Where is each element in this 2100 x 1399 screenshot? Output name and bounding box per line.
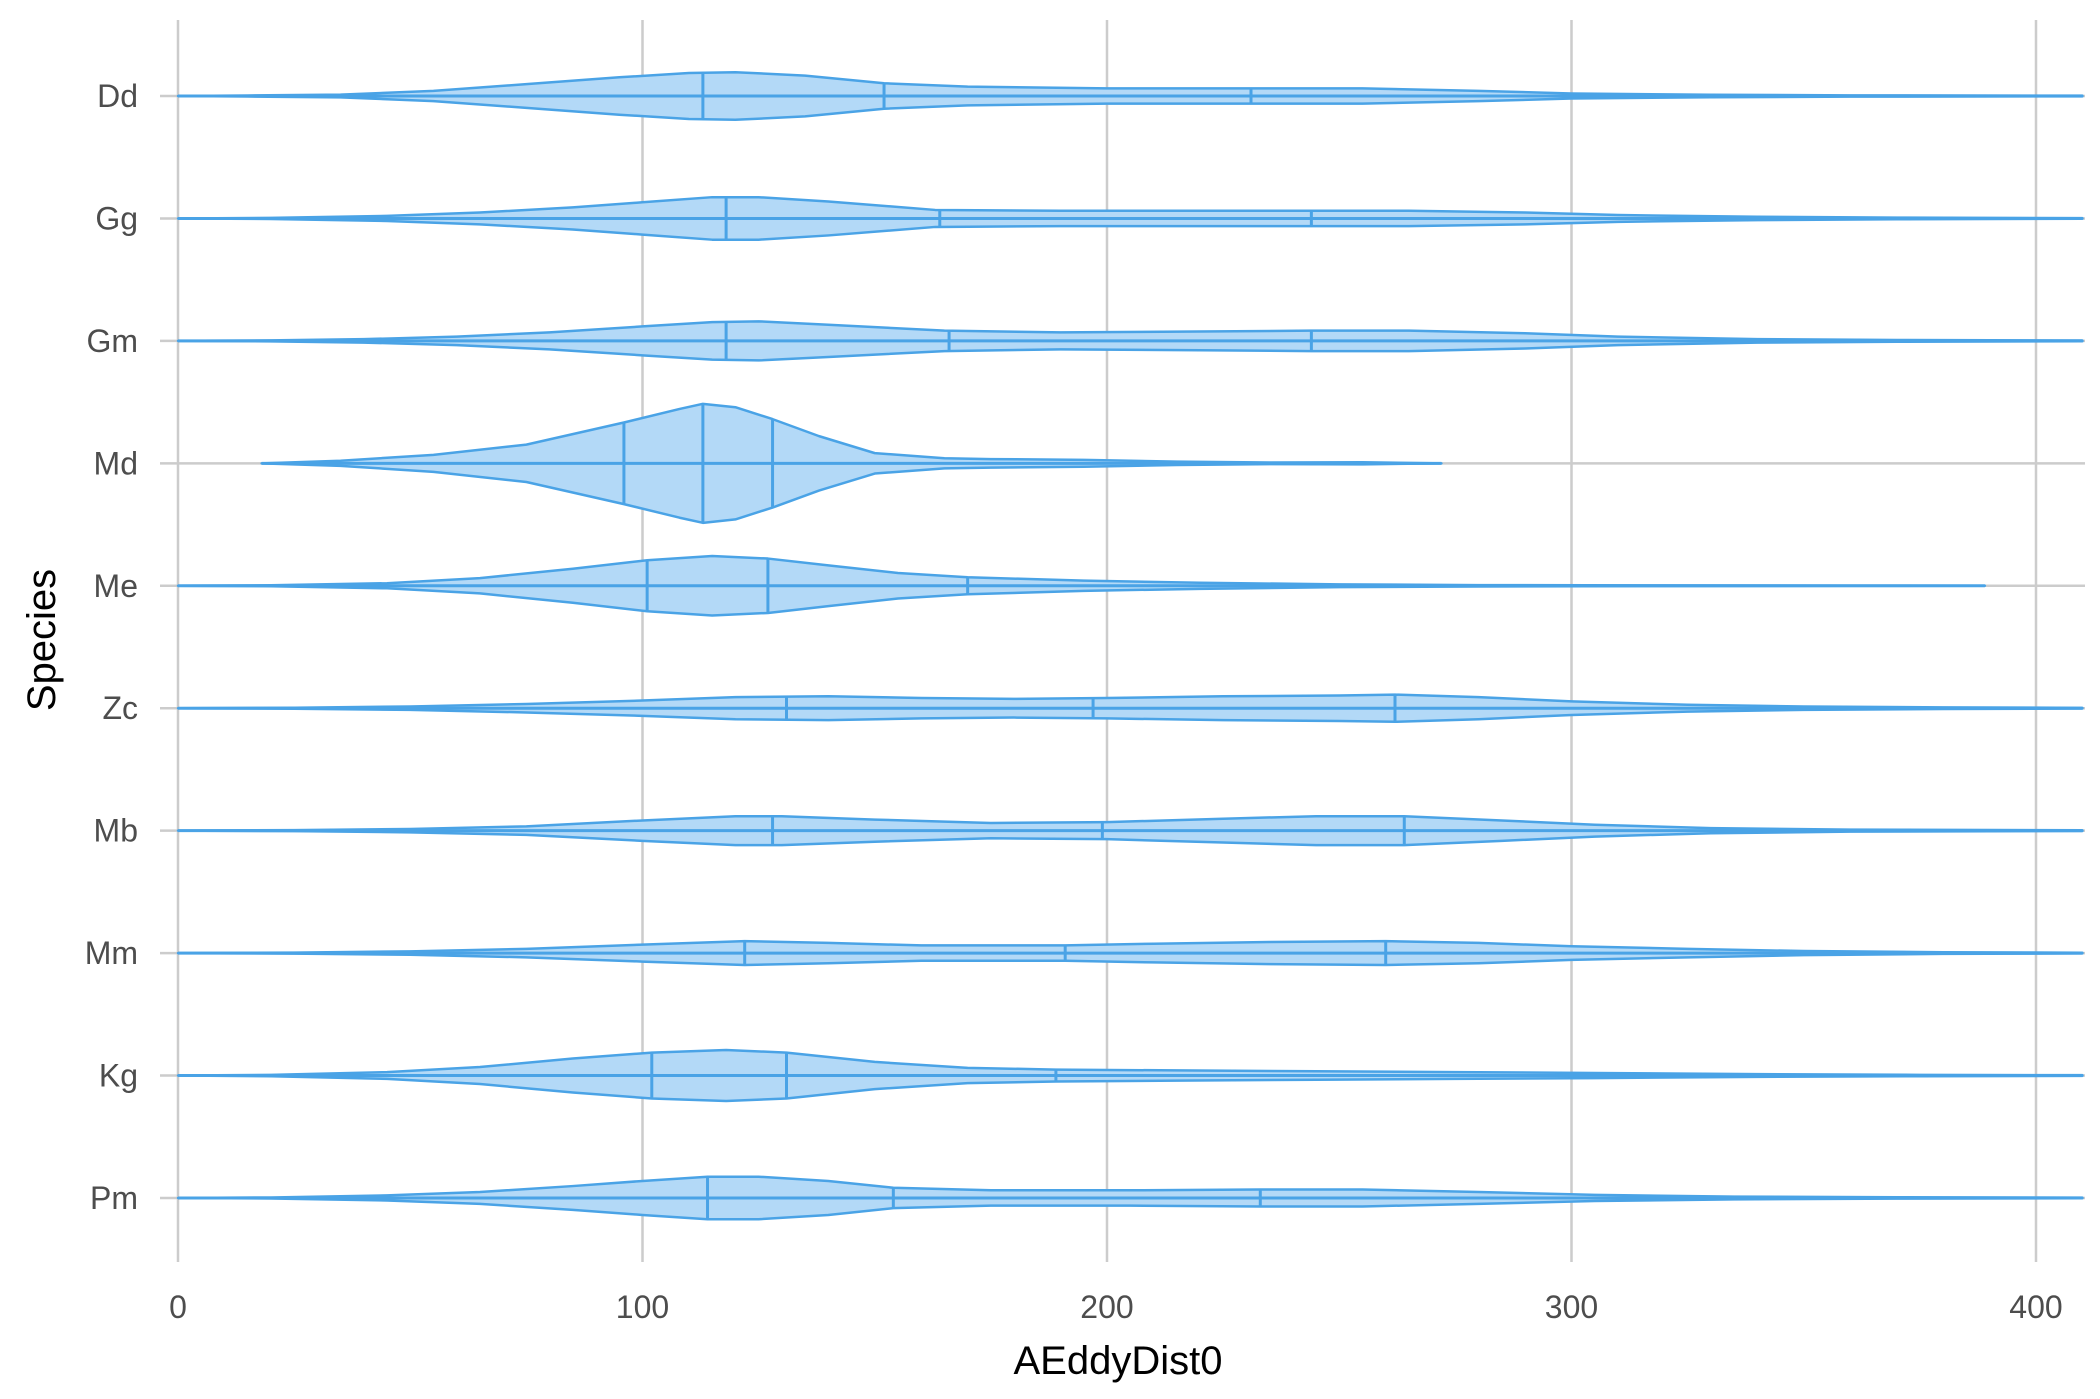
violin-gm: [176, 320, 2084, 362]
violins: [176, 70, 2084, 1221]
x-axis-title: AEddyDist0: [1014, 1339, 1223, 1383]
x-tick-label: 200: [1080, 1289, 1133, 1325]
y-axis-title: Species: [20, 569, 64, 711]
y-tick-label: Mm: [85, 935, 138, 971]
violin-dd: [176, 70, 2084, 122]
violin-gg: [176, 195, 2084, 241]
violin-zc: [176, 693, 2084, 724]
x-tick-label: 300: [1545, 1289, 1598, 1325]
violin-pm: [176, 1175, 2084, 1221]
x-tick-label: 0: [169, 1289, 187, 1325]
y-tick-label: Me: [94, 568, 138, 604]
y-tick-label: Md: [94, 445, 138, 481]
y-axis-tick-labels: Dd Gg Gm Md Me Zc Mb Mm Kg Pm: [85, 78, 138, 1216]
violin-kg: [176, 1048, 2084, 1103]
violin-md: [260, 402, 1443, 525]
y-tick-label: Kg: [99, 1058, 138, 1094]
y-tick-label: Mb: [94, 813, 138, 849]
y-tick-label: Gg: [95, 200, 138, 236]
x-tick-label: 400: [2009, 1289, 2062, 1325]
y-tick-label: Gm: [86, 323, 138, 359]
x-tick-label: 100: [616, 1289, 669, 1325]
violin-mm: [176, 939, 2084, 967]
x-axis-tick-labels: 0 100 200 300 400: [169, 1289, 2063, 1325]
y-tick-label: Pm: [90, 1180, 138, 1216]
y-tick-label: Dd: [97, 78, 138, 114]
y-tick-label: Zc: [102, 690, 138, 726]
violin-me: [176, 554, 1987, 617]
violin-mb: [176, 814, 2084, 847]
